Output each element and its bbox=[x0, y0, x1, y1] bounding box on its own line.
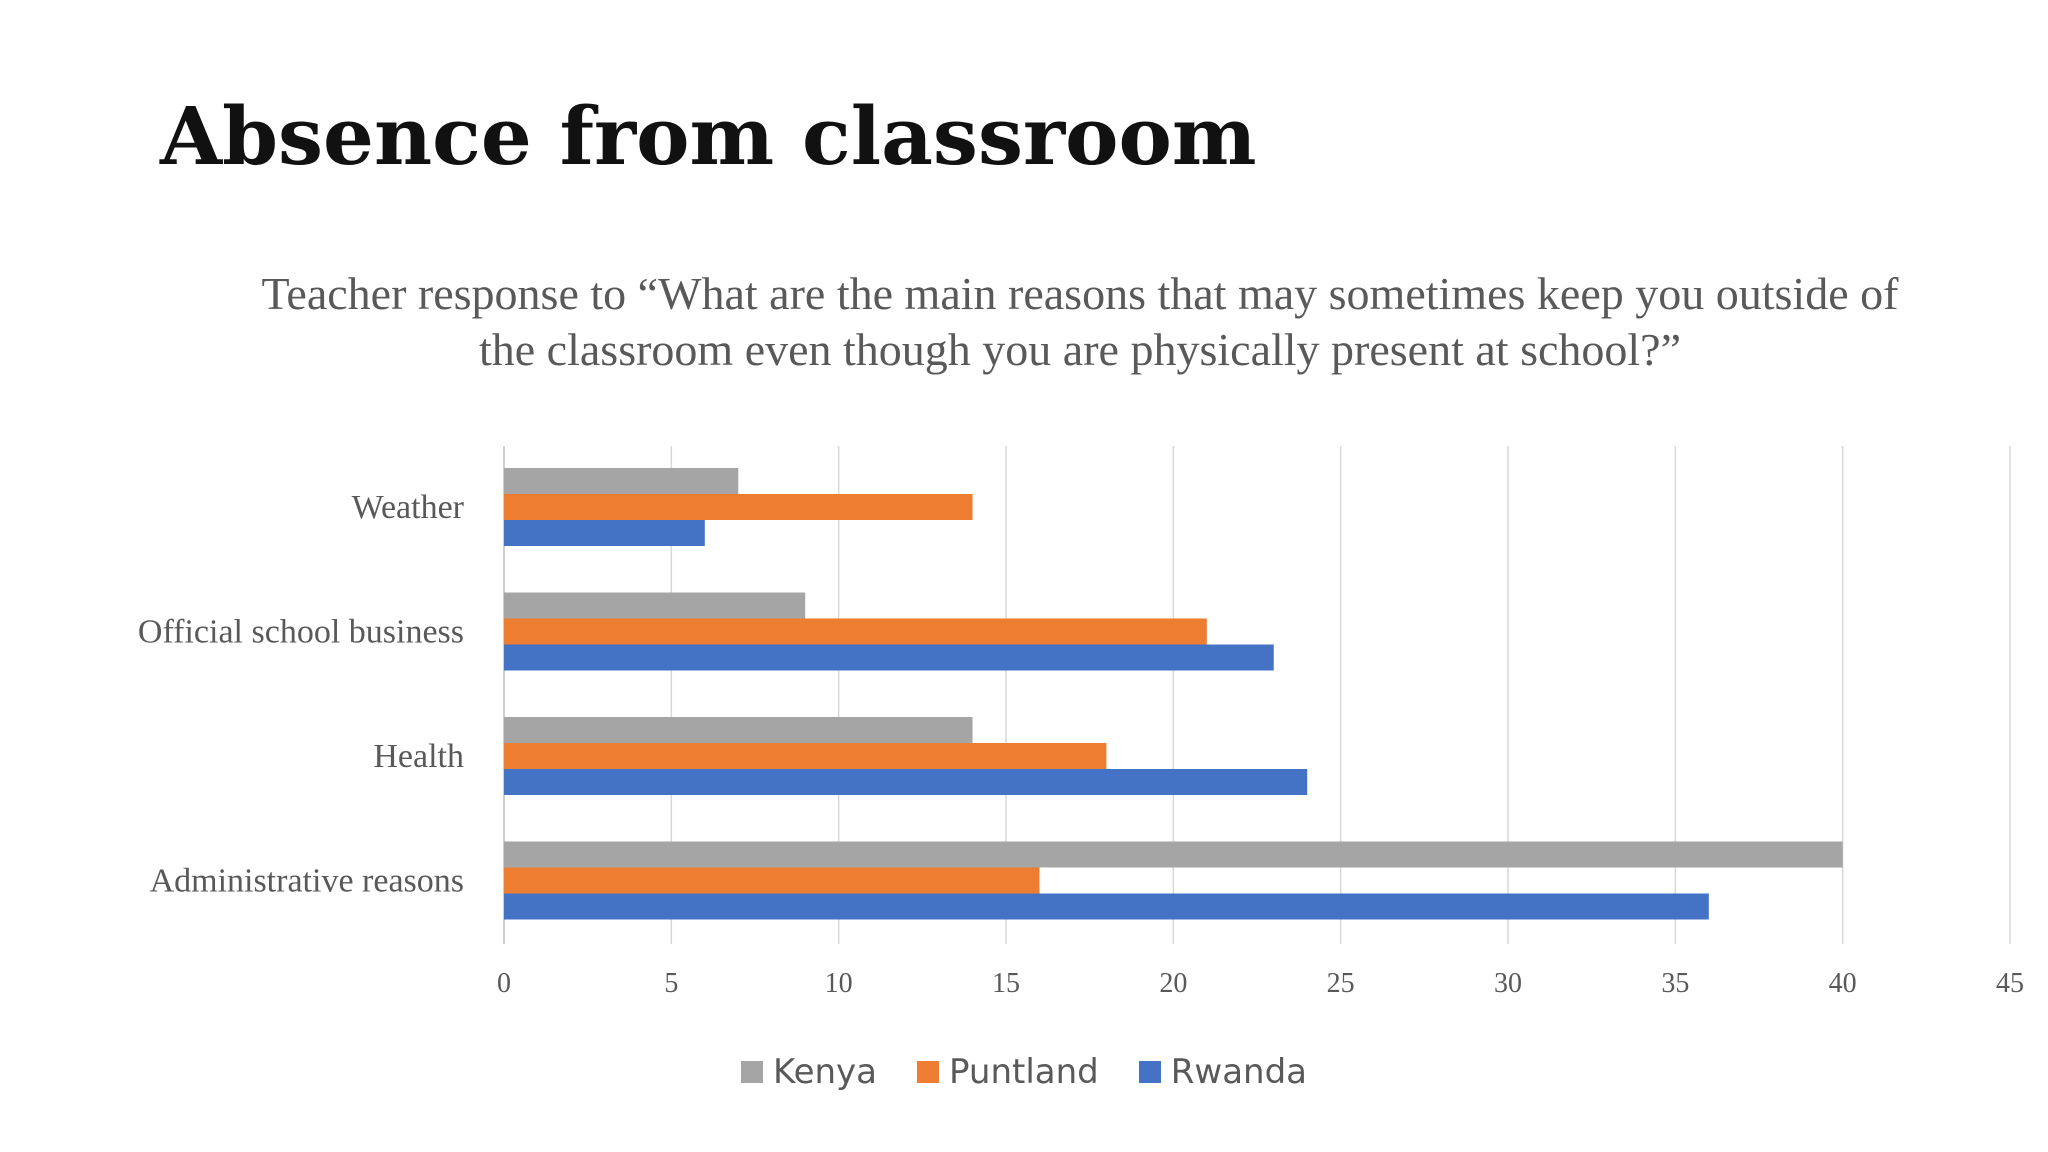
bar-rwanda-administrative-reasons bbox=[504, 893, 1709, 920]
legend: Kenya Puntland Rwanda bbox=[0, 1052, 2048, 1092]
x-tick-label: 0 bbox=[497, 968, 511, 999]
bar-kenya-administrative-reasons bbox=[504, 841, 1843, 868]
x-tick-label: 45 bbox=[1996, 968, 2024, 999]
slide-subtitle: Teacher response to “What are the main r… bbox=[261, 268, 1899, 375]
bar-kenya-weather bbox=[504, 468, 739, 494]
bar-rwanda-official-school-business bbox=[504, 644, 1274, 671]
x-tick-label: 10 bbox=[825, 968, 853, 999]
legend-label: Kenya bbox=[772, 1052, 878, 1092]
x-tick-label: 15 bbox=[992, 968, 1020, 999]
legend-item-rwanda: Rwanda bbox=[1138, 1052, 1307, 1092]
legend-item-kenya: Kenya bbox=[740, 1052, 878, 1092]
bar-marks bbox=[504, 468, 1843, 920]
bar-kenya-official-school-business bbox=[504, 592, 806, 619]
x-tick-label: 25 bbox=[1327, 968, 1355, 999]
x-tick-label: 5 bbox=[664, 968, 678, 999]
x-tick-label: 40 bbox=[1829, 968, 1857, 999]
bar-rwanda-weather bbox=[504, 520, 705, 546]
category-label: Administrative reasons bbox=[150, 863, 464, 900]
tick-labels: 0 5 10 15 20 25 30 35 40 45 bbox=[497, 968, 2024, 999]
category-label: Weather bbox=[352, 489, 465, 526]
bar-puntland-official-school-business bbox=[504, 618, 1207, 645]
category-label: Official school business bbox=[138, 614, 464, 651]
category-label: Health bbox=[373, 738, 464, 775]
category-labels: Weather Official school business Health Adm… bbox=[138, 489, 465, 900]
bar-kenya-health bbox=[504, 717, 973, 743]
x-tick-label: 35 bbox=[1661, 968, 1689, 999]
legend-label: Puntland bbox=[949, 1052, 1099, 1092]
bar-puntland-health bbox=[504, 743, 1107, 769]
legend-swatch bbox=[1138, 1061, 1161, 1083]
slide-title: Absence from classroom bbox=[160, 89, 1257, 183]
x-tick-label: 20 bbox=[1159, 968, 1187, 999]
legend-label: Rwanda bbox=[1170, 1052, 1307, 1092]
bar-puntland-weather bbox=[504, 494, 973, 520]
legend-swatch bbox=[740, 1061, 763, 1083]
bar-puntland-administrative-reasons bbox=[504, 867, 1040, 894]
legend-swatch bbox=[917, 1061, 940, 1083]
x-tick-label: 30 bbox=[1494, 968, 1522, 999]
legend-item-puntland: Puntland bbox=[917, 1052, 1099, 1092]
bar-rwanda-health bbox=[504, 769, 1308, 795]
